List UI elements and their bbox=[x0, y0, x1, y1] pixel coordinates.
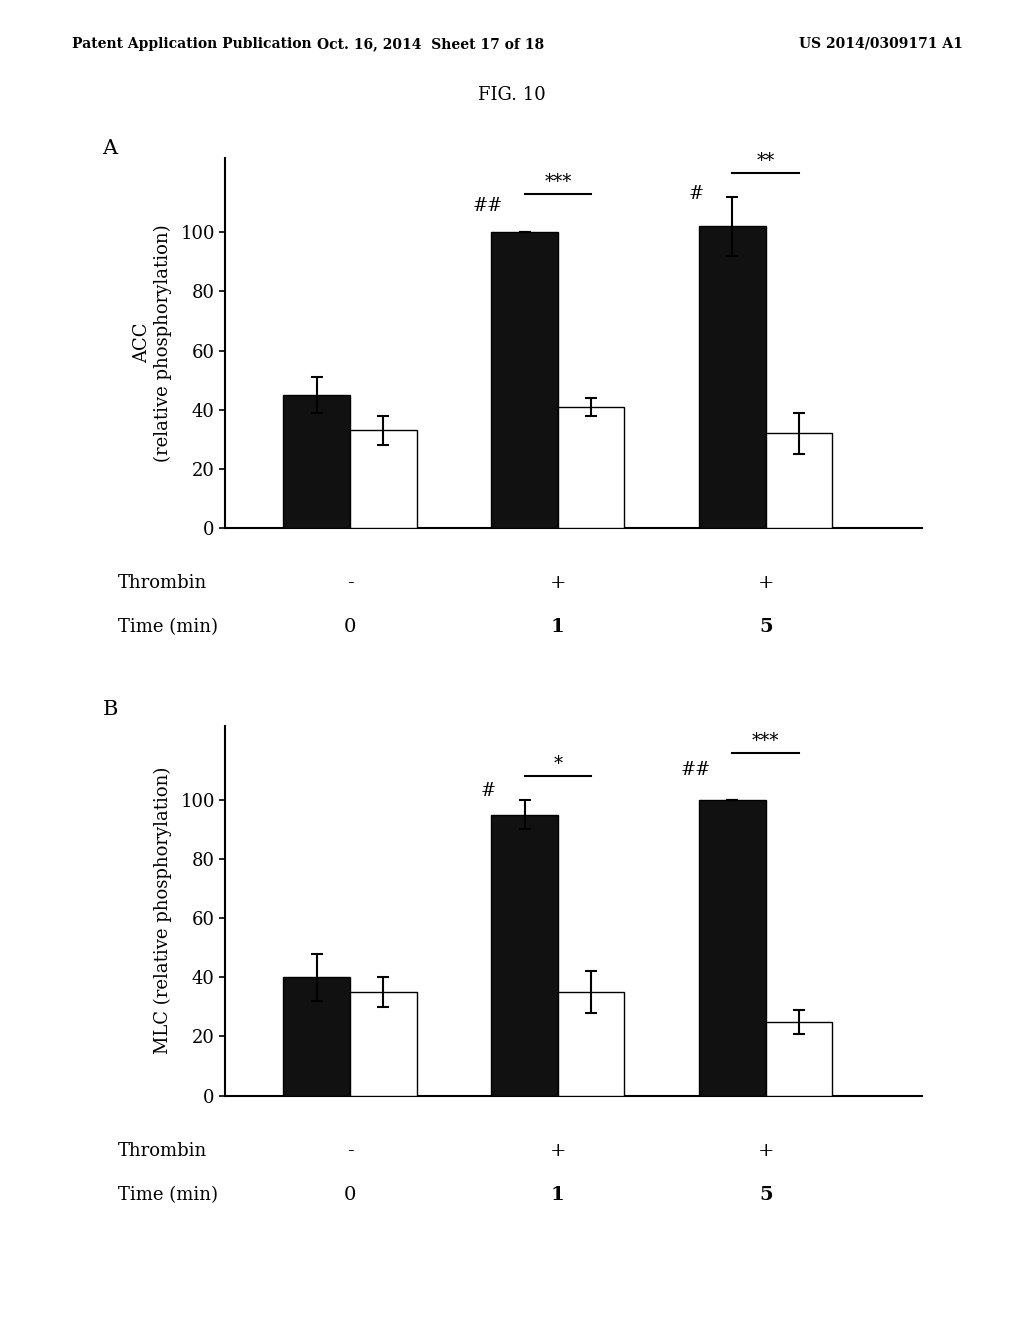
Text: 1: 1 bbox=[551, 618, 564, 636]
Text: Thrombin: Thrombin bbox=[118, 1142, 207, 1160]
Text: +: + bbox=[550, 1142, 566, 1160]
Text: 5: 5 bbox=[759, 1185, 772, 1204]
Bar bbox=[284, 977, 350, 1096]
Text: Thrombin: Thrombin bbox=[118, 574, 207, 593]
Bar bbox=[558, 993, 625, 1096]
Text: #: # bbox=[480, 781, 496, 800]
Text: 0: 0 bbox=[344, 618, 356, 636]
Text: #: # bbox=[688, 185, 703, 203]
Bar bbox=[766, 1022, 833, 1096]
Text: 5: 5 bbox=[759, 618, 772, 636]
Text: ##: ## bbox=[681, 762, 712, 779]
Y-axis label: MLC (relative phosphorylation): MLC (relative phosphorylation) bbox=[154, 767, 172, 1055]
Bar bbox=[284, 395, 350, 528]
Text: FIG. 10: FIG. 10 bbox=[478, 86, 546, 104]
Text: ##: ## bbox=[473, 197, 504, 215]
Text: -: - bbox=[347, 1142, 353, 1160]
Text: +: + bbox=[550, 574, 566, 593]
Text: 1: 1 bbox=[551, 1185, 564, 1204]
Text: -: - bbox=[347, 574, 353, 593]
Text: +: + bbox=[758, 574, 774, 593]
Bar bbox=[558, 407, 625, 528]
Text: **: ** bbox=[757, 152, 775, 170]
Bar bbox=[492, 814, 558, 1096]
Text: *: * bbox=[553, 755, 562, 774]
Text: A: A bbox=[102, 139, 118, 157]
Bar bbox=[766, 433, 833, 528]
Y-axis label: ACC
(relative phosphorylation): ACC (relative phosphorylation) bbox=[133, 224, 172, 462]
Bar bbox=[350, 993, 417, 1096]
Text: B: B bbox=[102, 700, 118, 718]
Text: US 2014/0309171 A1: US 2014/0309171 A1 bbox=[799, 37, 963, 51]
Bar bbox=[492, 232, 558, 528]
Text: 0: 0 bbox=[344, 1185, 356, 1204]
Bar bbox=[699, 800, 766, 1096]
Text: +: + bbox=[758, 1142, 774, 1160]
Text: Time (min): Time (min) bbox=[118, 1185, 218, 1204]
Text: ***: *** bbox=[544, 173, 571, 191]
Bar bbox=[699, 227, 766, 528]
Text: Patent Application Publication: Patent Application Publication bbox=[72, 37, 311, 51]
Text: Time (min): Time (min) bbox=[118, 618, 218, 636]
Bar bbox=[350, 430, 417, 528]
Text: ***: *** bbox=[752, 731, 779, 750]
Text: Oct. 16, 2014  Sheet 17 of 18: Oct. 16, 2014 Sheet 17 of 18 bbox=[316, 37, 544, 51]
